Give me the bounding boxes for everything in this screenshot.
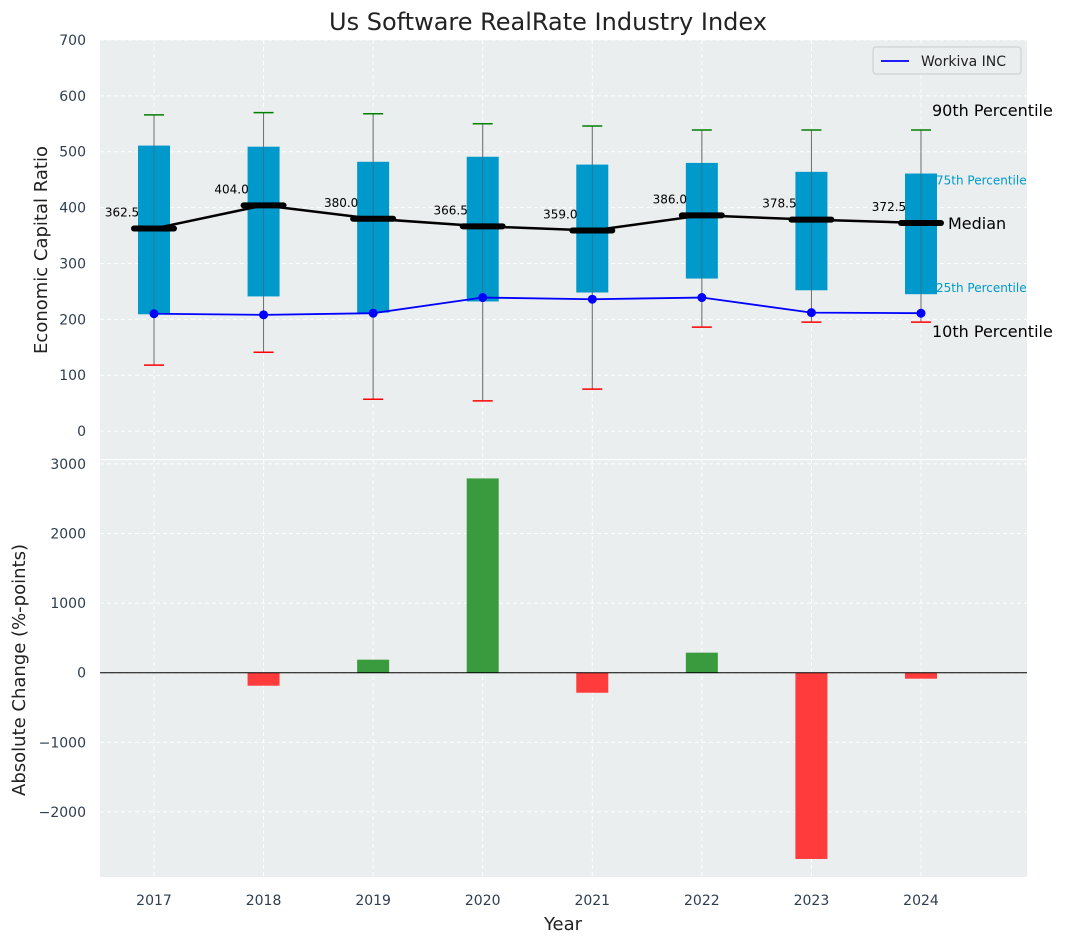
workiva-point: [916, 308, 926, 318]
bar: [904, 672, 937, 679]
bar: [795, 672, 828, 859]
x-tick-label: 2017: [136, 893, 172, 909]
workiva-point: [368, 308, 378, 318]
y-tick-label: 700: [59, 33, 86, 49]
top-plot-area: [100, 40, 1027, 459]
y-tick-label: 200: [59, 312, 86, 328]
bar: [466, 478, 499, 673]
y-tick-label: 2000: [50, 526, 86, 542]
median-label: 372.5: [872, 200, 906, 214]
x-tick-label: 2024: [903, 893, 939, 909]
y-tick-label: 400: [59, 201, 86, 217]
x-tick-label: 2021: [574, 893, 610, 909]
annotation-p90: 90th Percentile: [932, 101, 1053, 120]
workiva-point: [806, 308, 816, 318]
y-tick-label: 0: [77, 666, 86, 682]
median-label: 378.5: [762, 197, 796, 211]
y-tick-label: 0: [77, 424, 86, 440]
bar: [357, 659, 390, 673]
bar: [247, 672, 280, 686]
median-label: 366.5: [434, 203, 468, 217]
workiva-point: [259, 310, 269, 320]
chart-title: Us Software RealRate Industry Index: [329, 8, 767, 36]
workiva-point: [697, 293, 707, 303]
y-axis-title-top: Economic Capital Ratio: [31, 146, 52, 354]
annotation-p75: 75th Percentile: [936, 174, 1027, 188]
annotation-p25: 25th Percentile: [936, 281, 1027, 295]
y-tick-label: −1000: [39, 735, 86, 751]
y-tick-label: 300: [59, 256, 86, 272]
y-tick-label: 600: [59, 89, 86, 105]
y-tick-label: 3000: [50, 457, 86, 473]
workiva-point: [149, 309, 159, 319]
bar: [576, 672, 609, 693]
x-tick-label: 2019: [355, 893, 391, 909]
bottom-plot-area: [100, 460, 1027, 877]
x-tick-label: 2020: [465, 893, 501, 909]
annotation-median: Median: [948, 214, 1006, 233]
workiva-point: [478, 293, 488, 303]
y-axis-title-bottom: Absolute Change (%-points): [9, 544, 30, 796]
median-label: 362.5: [105, 206, 139, 220]
median-label: 380.0: [324, 196, 358, 210]
y-tick-label: 100: [59, 368, 86, 384]
median-label: 386.0: [653, 192, 687, 206]
y-tick-label: 500: [59, 145, 86, 161]
y-tick-label: −2000: [39, 805, 86, 821]
workiva-point: [587, 294, 597, 304]
legend-label: Workiva INC: [921, 54, 1006, 70]
bar: [685, 652, 718, 673]
x-tick-label: 2023: [794, 893, 830, 909]
workiva-line: [153, 296, 921, 316]
x-tick-label: 2018: [246, 893, 282, 909]
x-axis-title: Year: [543, 914, 583, 935]
x-tick-label: 2022: [684, 893, 720, 909]
legend: [872, 46, 1022, 75]
median-label: 404.0: [214, 182, 248, 196]
median-label: 359.0: [543, 208, 577, 222]
annotation-p10: 10th Percentile: [932, 322, 1053, 341]
y-tick-label: 1000: [50, 596, 86, 612]
